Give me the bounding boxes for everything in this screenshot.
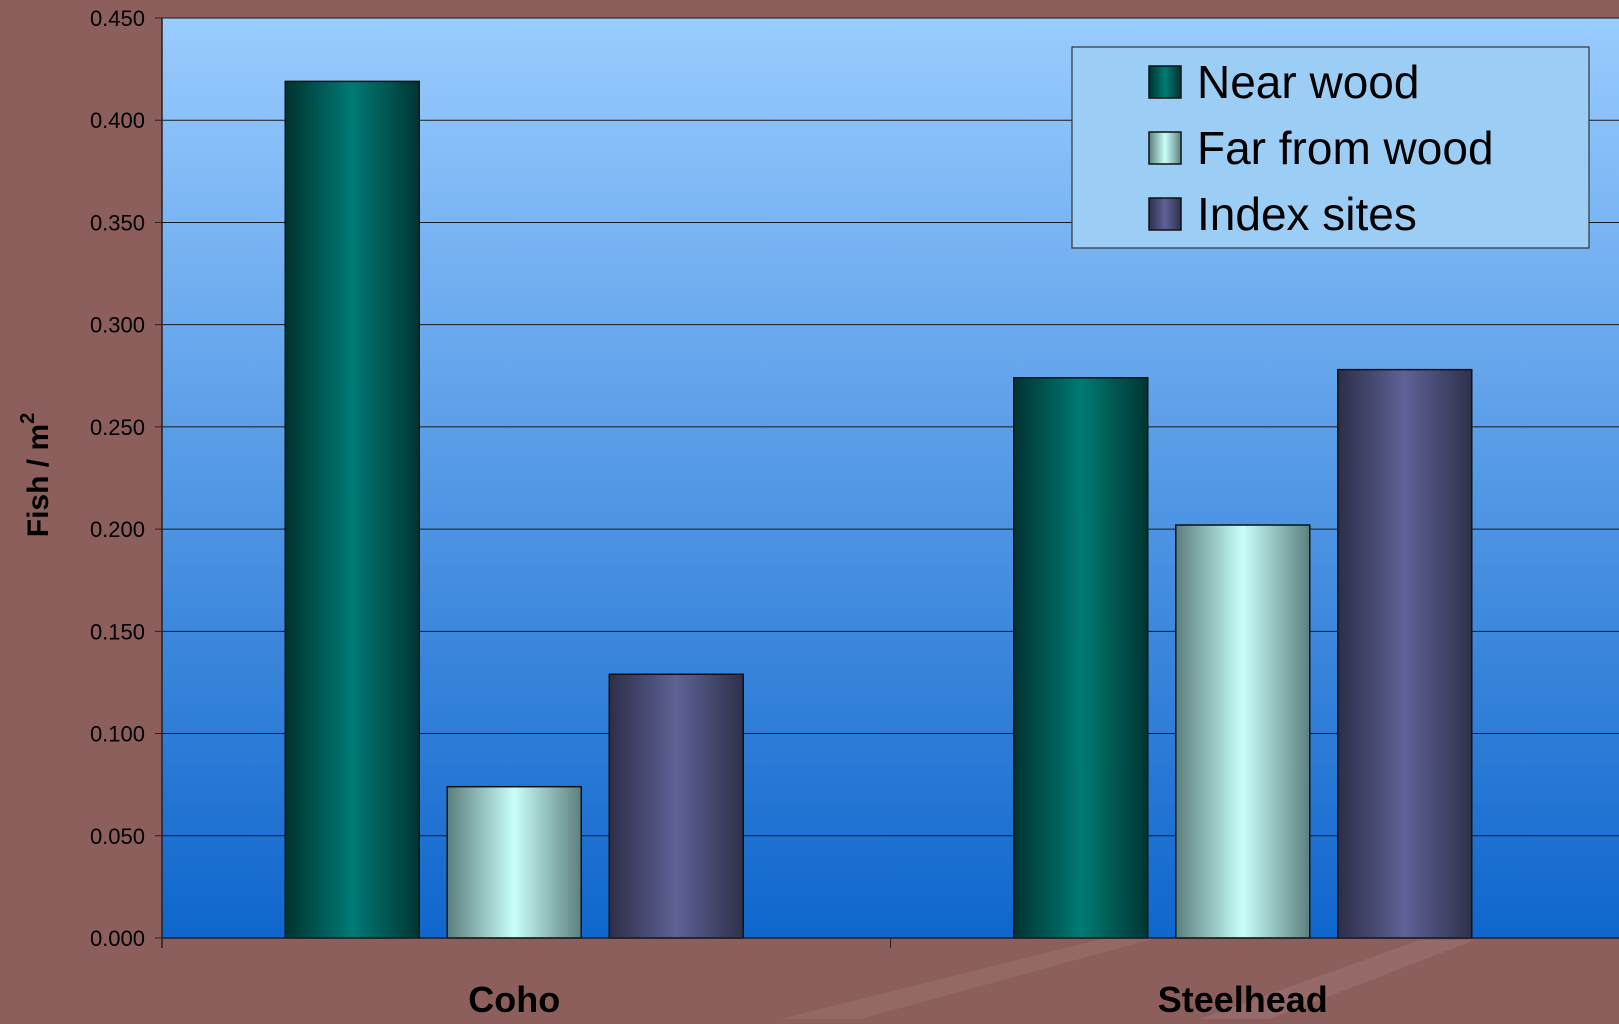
legend-label: Index sites [1197, 188, 1417, 240]
bar-coho-index-sites [608, 673, 744, 939]
y-tick-labels: 0.000 0.050 0.100 0.150 0.200 0.250 0.300 0.350… [90, 6, 145, 951]
legend-swatch [1148, 131, 1182, 165]
legend-label: Far from wood [1197, 122, 1494, 174]
background-streaks [780, 937, 1475, 1019]
y-axis-label: Fish / m2 [17, 413, 55, 537]
legend-label: Near wood [1197, 56, 1419, 108]
axes [155, 17, 1619, 948]
y-tick-label: 0.000 [90, 926, 145, 951]
y-tick-label: 0.400 [90, 108, 145, 133]
legend-swatch [1148, 197, 1182, 231]
bars [284, 80, 1473, 939]
legend-swatch [1148, 65, 1182, 99]
y-tick-label: 0.250 [90, 415, 145, 440]
bar-steelhead-far-from-wood [1175, 524, 1311, 939]
bar-coho-far-from-wood [446, 785, 582, 939]
y-tick-label: 0.200 [90, 517, 145, 542]
y-tick-label: 0.100 [90, 722, 145, 747]
y-tick-label: 0.050 [90, 824, 145, 849]
bar-steelhead-near-wood [1013, 377, 1149, 939]
x-category-labels: Coho Steelhead [468, 979, 1328, 1020]
y-tick-label: 0.350 [90, 210, 145, 235]
y-tick-label: 0.150 [90, 619, 145, 644]
x-category-label: Steelhead [1158, 979, 1328, 1019]
y-tick-label: 0.450 [90, 6, 145, 31]
bar-coho-near-wood [284, 80, 420, 939]
y-tick-label: 0.300 [90, 313, 145, 338]
x-category-label: Coho [468, 979, 560, 1019]
bar-steelhead-index-sites [1337, 368, 1473, 939]
legend: Near wood Far from wood Index sites [1071, 46, 1590, 249]
